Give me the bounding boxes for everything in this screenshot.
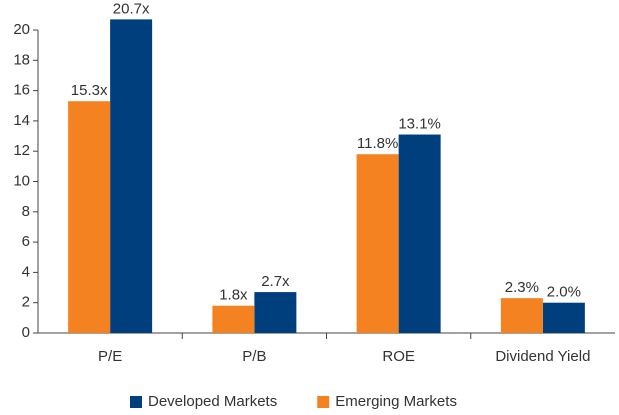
legend-label: Developed Markets [148,393,277,410]
value-label: 2.3% [505,279,539,296]
bar [500,298,543,333]
bar [356,154,399,333]
x-tick-label: Dividend Yield [495,348,590,365]
bar [542,302,585,333]
y-tick-label: 0 [22,324,30,341]
y-tick-label: 18 [13,51,30,68]
y-tick-label: 2 [22,294,30,311]
value-label: 13.1% [398,116,441,133]
y-tick-label: 20 [13,21,30,38]
bar [68,101,111,333]
value-label: 1.8x [219,287,248,304]
value-label: 20.7x [113,0,150,17]
legend-label: Emerging Markets [335,393,457,410]
bar [212,305,255,333]
bar [110,19,153,334]
bar [398,134,441,333]
value-label: 2.7x [261,273,290,290]
y-tick-label: 14 [13,112,30,129]
value-label: 15.3x [71,82,108,99]
y-tick-label: 8 [22,203,30,220]
y-tick-label: 4 [22,263,30,280]
y-tick-label: 12 [13,142,30,159]
x-tick-label: P/E [98,348,122,365]
y-tick-label: 6 [22,233,30,250]
value-label: 11.8% [357,135,398,152]
legend-swatch [317,396,330,408]
x-tick-label: P/B [242,348,266,365]
x-tick-label: ROE [382,348,415,365]
value-label: 2.0% [547,284,581,301]
y-tick-label: 16 [13,82,30,99]
y-tick-label: 10 [13,172,30,189]
bar [254,292,297,333]
legend-swatch [130,396,142,408]
